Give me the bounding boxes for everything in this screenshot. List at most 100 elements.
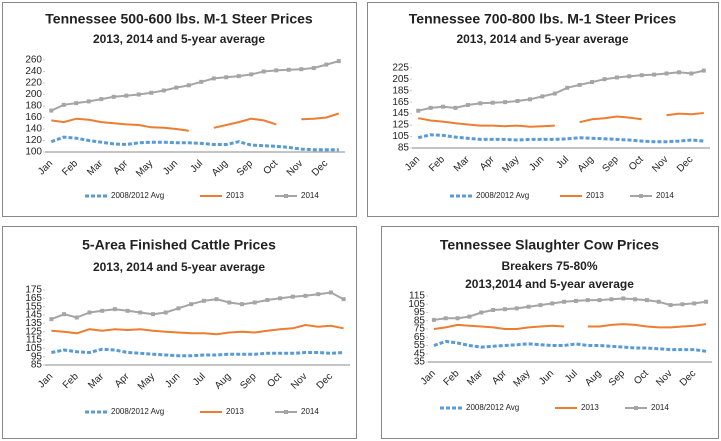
- legend-label: 2008/2012 Avg: [466, 403, 519, 412]
- point-marker: [428, 105, 433, 110]
- point-marker: [227, 300, 232, 305]
- panel-border: [381, 226, 719, 439]
- y-tick-label: 75: [414, 324, 426, 335]
- y-tick-label: 45: [414, 348, 426, 359]
- point-marker: [664, 71, 669, 76]
- point-marker: [652, 72, 657, 77]
- y-tick-label: 240: [25, 66, 42, 77]
- point-marker: [199, 79, 204, 84]
- point-marker: [467, 314, 472, 319]
- series-line: [433, 339, 707, 353]
- legend-label: 2013: [226, 191, 244, 200]
- point-marker: [527, 97, 532, 102]
- y-tick-label: 175: [25, 285, 42, 296]
- legend-marker: [634, 406, 638, 410]
- point-marker: [111, 94, 116, 99]
- point-marker: [465, 103, 470, 107]
- series-line: [50, 135, 339, 152]
- point-marker: [74, 101, 79, 106]
- point-marker: [621, 296, 626, 301]
- point-marker: [431, 317, 436, 322]
- legend-label: 2008/2012 Avg: [476, 191, 529, 200]
- y-tick-label: 85: [398, 143, 410, 154]
- point-marker: [324, 62, 329, 67]
- chart-subtitle: 2013, 2014 and 5-year average: [93, 32, 265, 46]
- point-marker: [303, 293, 308, 298]
- chart-title: Tennessee 700-800 lbs. M-1 Steer Prices: [409, 11, 677, 27]
- chart-panel: 5-Area Finished Cattle Prices 2013, 2014 …: [2, 226, 357, 439]
- y-tick-label: 55: [414, 340, 426, 351]
- chart-panel: Tennessee Slaughter Cow Prices Breakers 7…: [381, 226, 719, 439]
- point-marker: [138, 310, 143, 315]
- point-marker: [668, 303, 673, 308]
- y-tick-label: 115: [409, 291, 425, 302]
- point-marker: [299, 67, 304, 72]
- y-tick-label: 135: [25, 318, 42, 329]
- point-marker: [189, 302, 194, 307]
- point-marker: [562, 299, 567, 304]
- y-tick-label: 100: [25, 147, 42, 158]
- series-line: [51, 291, 345, 321]
- point-marker: [455, 316, 460, 321]
- point-marker: [639, 73, 644, 78]
- point-marker: [161, 88, 166, 93]
- point-marker: [538, 303, 543, 308]
- point-marker: [274, 68, 279, 73]
- point-marker: [490, 100, 495, 105]
- point-marker: [176, 306, 181, 311]
- point-marker: [502, 307, 507, 312]
- y-tick-label: 105: [392, 131, 409, 142]
- point-marker: [692, 301, 697, 306]
- point-marker: [590, 80, 595, 85]
- point-marker: [186, 83, 191, 88]
- y-tick-label: 145: [392, 108, 409, 119]
- chart-subtitle: 2013, 2014 and 5-year average: [456, 32, 628, 46]
- y-tick-label: 165: [25, 293, 42, 304]
- point-marker: [86, 99, 91, 104]
- point-marker: [74, 315, 79, 320]
- point-marker: [286, 67, 291, 72]
- legend-label: 2013: [226, 407, 244, 416]
- point-marker: [252, 300, 257, 305]
- y-tick-label: 225: [392, 62, 409, 73]
- point-marker: [704, 299, 709, 304]
- y-tick-label: 220: [25, 78, 42, 89]
- legend-label: 2013: [586, 191, 604, 200]
- legend-label: 2014: [656, 191, 674, 200]
- y-tick-label: 145: [25, 310, 42, 321]
- point-marker: [514, 306, 519, 311]
- legend-label: 2014: [301, 407, 319, 416]
- legend-marker: [284, 410, 288, 414]
- y-tick-label: 95: [414, 307, 426, 318]
- legend-marker: [639, 194, 643, 198]
- point-marker: [441, 104, 446, 109]
- y-tick-label: 180: [25, 101, 42, 112]
- point-marker: [341, 297, 346, 302]
- point-marker: [609, 297, 614, 302]
- point-marker: [236, 74, 241, 79]
- point-marker: [585, 298, 590, 303]
- y-tick-label: 95: [31, 351, 43, 362]
- point-marker: [124, 93, 129, 98]
- series-line: [418, 112, 704, 128]
- point-marker: [540, 94, 545, 99]
- point-marker: [49, 317, 54, 322]
- series-line: [417, 133, 704, 144]
- point-marker: [676, 70, 681, 75]
- chart-subtitle: 2013,2014 and 5-year average: [465, 277, 634, 291]
- point-marker: [443, 316, 448, 321]
- point-marker: [336, 59, 341, 64]
- series-line: [50, 60, 340, 112]
- point-marker: [573, 298, 578, 303]
- point-marker: [597, 298, 602, 303]
- y-tick-label: 125: [392, 120, 409, 131]
- y-tick-label: 185: [392, 85, 409, 96]
- y-tick-label: 155: [25, 301, 42, 312]
- point-marker: [316, 292, 321, 297]
- y-tick-label: 115: [26, 335, 42, 346]
- point-marker: [416, 108, 421, 113]
- point-marker: [526, 304, 531, 309]
- legend-marker: [284, 194, 288, 198]
- point-marker: [261, 69, 266, 74]
